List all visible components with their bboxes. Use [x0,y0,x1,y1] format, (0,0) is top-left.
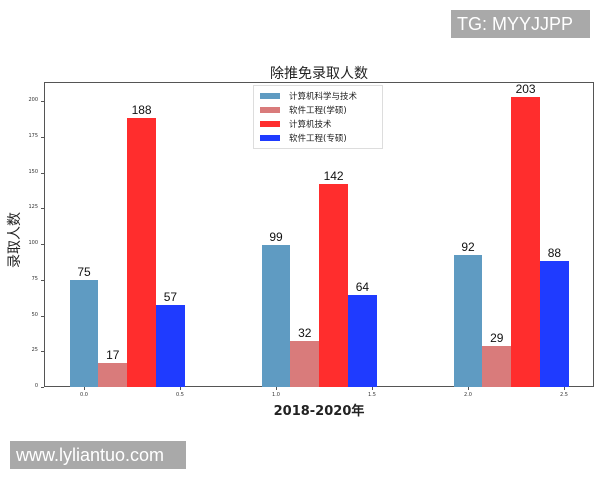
watermark-top: TG: MYYJJPP [451,10,590,38]
legend-swatch [260,107,280,113]
bar-value-label: 203 [515,81,536,96]
y-tick-mark [41,136,44,138]
y-tick-mark [41,172,44,174]
bar [453,255,483,387]
legend-item: 软件工程(专硕) [260,131,376,145]
bar-value-label: 64 [355,280,370,295]
bar [290,341,320,387]
legend-swatch [260,135,280,141]
bar [69,279,99,387]
x-tick-mark [468,387,469,390]
y-tick-mark [41,351,44,353]
y-tick-mark [41,315,44,317]
y-tick-label: 75 [31,275,38,282]
bar [127,118,156,387]
y-tick-label: 150 [28,168,38,175]
bar [348,295,377,387]
bar [319,183,348,387]
legend-swatch [260,93,280,99]
x-tick-label: 1.5 [368,392,376,398]
y-tick-mark [41,244,44,245]
y-tick-label: 200 [28,97,38,103]
bar [98,362,128,387]
x-tick-label: 2.5 [560,392,568,398]
y-tick-label: 25 [31,347,38,354]
bar [540,261,569,387]
bar-value-label: 88 [547,246,562,261]
bar [156,305,185,387]
x-tick-label: 0.0 [80,392,88,398]
x-tick-mark [180,387,181,390]
legend-item: 计算机科学与技术 [260,89,376,103]
legend-item: 计算机技术 [260,117,376,131]
y-tick-mark [41,279,44,281]
bar-value-label: 142 [323,168,344,183]
y-tick-mark [41,208,44,210]
x-tick-label: 0.5 [176,392,184,398]
watermark-bottom: www.lyliantuo.com [10,441,186,469]
bar [511,96,540,387]
x-tick-mark [564,387,565,390]
bar-value-label: 32 [298,326,312,341]
chart-title: 除推免录取人数 [270,66,368,82]
legend: 计算机科学与技术 软件工程(学硕) 计算机技术 软件工程(专硕) [253,85,383,149]
bar-value-label: 17 [106,347,120,362]
y-tick-mark [41,387,44,388]
y-tick-label: 100 [28,240,38,246]
bar-value-label: 29 [490,330,504,345]
y-tick-label: 125 [28,204,38,211]
y-tick-label: 0 [34,383,38,389]
x-tick-mark [84,387,85,390]
x-tick-mark [276,387,277,390]
x-axis-label: 2018-2020年 [273,404,365,419]
x-tick-label: 2.0 [464,392,472,398]
bar-value-label: 188 [131,103,152,118]
y-tick-label: 50 [31,311,38,318]
legend-item: 软件工程(学硕) [260,103,376,117]
x-tick-label: 1.0 [272,392,280,398]
legend-label: 软件工程(学硕) [289,106,347,116]
legend-label: 计算机科学与技术 [289,92,358,102]
x-tick-mark [372,387,373,390]
bar-value-label: 99 [269,230,283,245]
y-tick-label: 175 [28,132,38,139]
bar-value-label: 92 [461,240,475,255]
legend-label: 计算机技术 [289,120,332,130]
bar-value-label: 57 [163,290,178,305]
bar-value-label: 75 [77,264,91,279]
y-tick-mark [41,101,44,102]
legend-label: 软件工程(专硕) [289,134,347,144]
bar [261,245,291,387]
legend-swatch [260,121,280,127]
bar [482,345,512,387]
